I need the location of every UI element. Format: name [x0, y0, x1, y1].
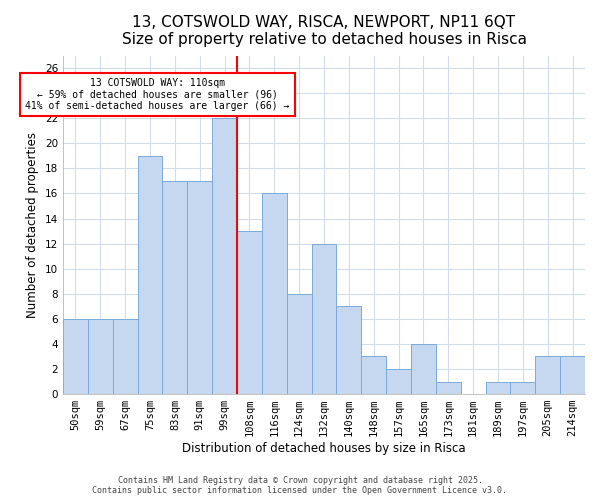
Bar: [88, 319, 113, 394]
Bar: [337, 306, 361, 394]
Bar: [560, 356, 585, 394]
Bar: [237, 231, 262, 394]
Text: 13 COTSWOLD WAY: 110sqm
← 59% of detached houses are smaller (96)
41% of semi-de: 13 COTSWOLD WAY: 110sqm ← 59% of detache…: [25, 78, 290, 112]
Bar: [361, 356, 386, 394]
X-axis label: Distribution of detached houses by size in Risca: Distribution of detached houses by size …: [182, 442, 466, 455]
Bar: [436, 382, 461, 394]
Bar: [511, 382, 535, 394]
Title: 13, COTSWOLD WAY, RISCA, NEWPORT, NP11 6QT
Size of property relative to detached: 13, COTSWOLD WAY, RISCA, NEWPORT, NP11 6…: [122, 15, 527, 48]
Bar: [187, 181, 212, 394]
Bar: [485, 382, 511, 394]
Bar: [287, 294, 311, 394]
Bar: [163, 181, 187, 394]
Bar: [535, 356, 560, 394]
Bar: [311, 244, 337, 394]
Bar: [63, 319, 88, 394]
Bar: [386, 369, 411, 394]
Bar: [212, 118, 237, 394]
Bar: [411, 344, 436, 394]
Bar: [137, 156, 163, 394]
Y-axis label: Number of detached properties: Number of detached properties: [26, 132, 40, 318]
Bar: [113, 319, 137, 394]
Bar: [262, 194, 287, 394]
Text: Contains HM Land Registry data © Crown copyright and database right 2025.
Contai: Contains HM Land Registry data © Crown c…: [92, 476, 508, 495]
